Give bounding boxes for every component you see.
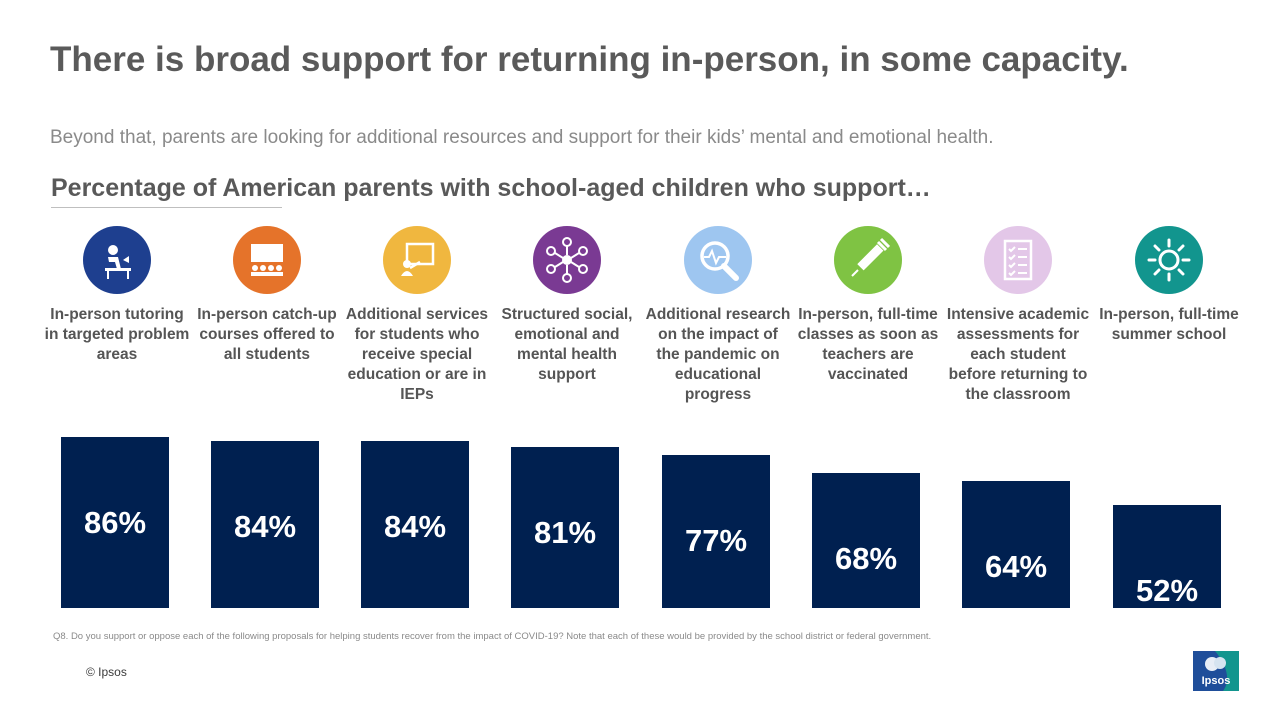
bar bbox=[511, 447, 619, 608]
category-label: Additional services for students who rec… bbox=[345, 306, 489, 403]
copyright-text: © Ipsos bbox=[86, 665, 127, 679]
category-label: In-person catch-up courses offered to al… bbox=[197, 306, 337, 363]
data-label: 84% bbox=[383, 509, 447, 545]
data-label: 86% bbox=[83, 505, 147, 541]
bar bbox=[211, 441, 319, 608]
data-label: 81% bbox=[533, 515, 597, 551]
syringe-icon bbox=[834, 226, 902, 294]
data-label: 68% bbox=[834, 541, 898, 577]
category-label: In-person, full-time summer school bbox=[1099, 306, 1239, 343]
bar bbox=[361, 441, 469, 608]
checklist-icon bbox=[984, 226, 1052, 294]
page-title: There is broad support for returning in-… bbox=[50, 40, 1129, 79]
heading-underline bbox=[51, 207, 282, 208]
data-label: 84% bbox=[233, 509, 297, 545]
chart-title: Percentage of American parents with scho… bbox=[51, 174, 931, 202]
bar bbox=[662, 455, 770, 608]
presentation-icon bbox=[383, 226, 451, 294]
data-label: 64% bbox=[984, 548, 1048, 584]
bar bbox=[812, 473, 920, 608]
network-icon bbox=[533, 226, 601, 294]
ipsos-logo: Ipsos bbox=[1193, 651, 1239, 691]
magnifier-pulse-icon bbox=[684, 226, 752, 294]
category-label: In-person tutoring in targeted problem a… bbox=[44, 306, 190, 363]
data-label: 52% bbox=[1135, 572, 1199, 608]
category-label: Structured social, emotional and mental … bbox=[501, 306, 633, 383]
tutor-desk-icon bbox=[83, 226, 151, 294]
bar bbox=[962, 480, 1070, 608]
logo-text: Ipsos bbox=[1201, 675, 1231, 687]
data-label: 77% bbox=[684, 523, 748, 559]
footnote: Q8. Do you support or oppose each of the… bbox=[53, 631, 932, 642]
sun-icon bbox=[1135, 226, 1203, 294]
classroom-icon bbox=[233, 226, 301, 294]
bar bbox=[1113, 504, 1221, 608]
page-subtitle: Beyond that, parents are looking for add… bbox=[50, 127, 994, 148]
category-label: Intensive academic assessments for each … bbox=[946, 306, 1090, 403]
category-label: In-person, full-time classes as soon as … bbox=[797, 306, 939, 383]
category-label: Additional research on the impact of the… bbox=[645, 306, 791, 403]
bar bbox=[61, 437, 169, 608]
